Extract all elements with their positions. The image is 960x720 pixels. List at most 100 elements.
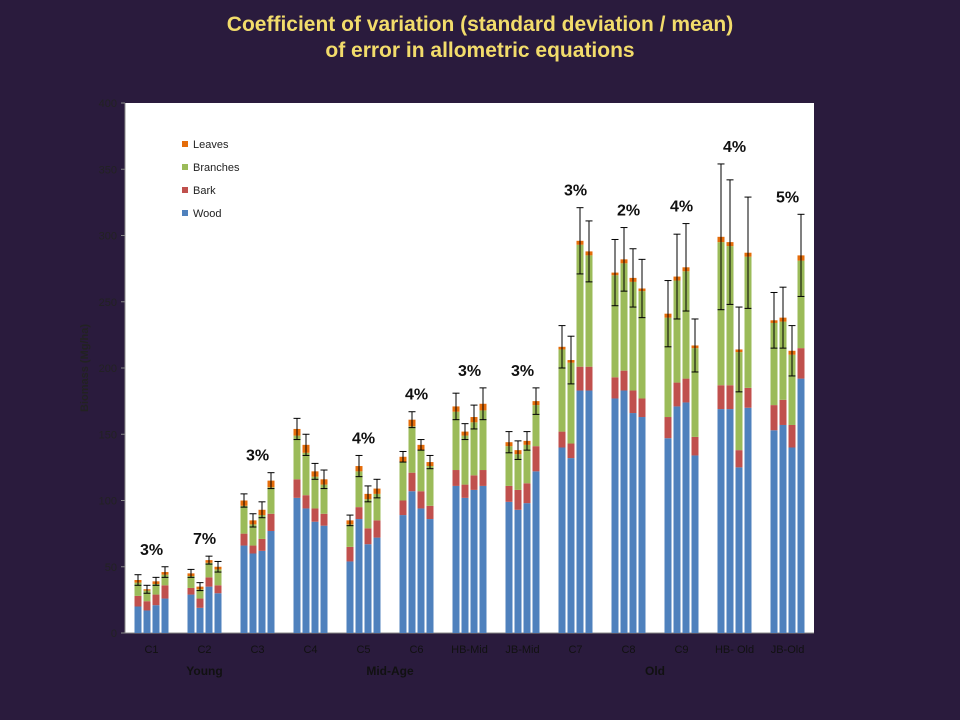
bar-segment-bark <box>770 405 778 431</box>
bar-segment-wood <box>214 593 222 633</box>
bar-segment-bark <box>143 601 151 611</box>
bar-segment-wood <box>205 586 213 633</box>
bar-segment-branches <box>505 446 513 486</box>
bar-segment-bark <box>205 577 213 587</box>
bar-segment-bark <box>585 366 593 391</box>
bar-segment-wood <box>726 409 734 633</box>
bar-segment-wood <box>744 407 752 633</box>
bar-segment-wood <box>426 519 434 633</box>
bar-segment-branches <box>399 462 407 501</box>
bar-segment-branches <box>134 582 142 596</box>
cv-annotation: 4% <box>352 430 375 447</box>
bar-segment-bark <box>373 520 381 538</box>
bar-segment-wood <box>558 447 566 633</box>
bar-segment-wood <box>355 519 363 633</box>
bar-segment-branches <box>302 452 310 496</box>
cv-annotation: 4% <box>670 199 693 216</box>
bar-segment-wood <box>532 471 540 633</box>
bar-segment-wood <box>373 537 381 633</box>
bar-segment-bark <box>187 587 195 595</box>
bar-segment-wood <box>302 508 310 633</box>
bar-segment-branches <box>717 242 725 386</box>
bar-segment-bark <box>408 472 416 492</box>
bar-segment-bark <box>567 443 575 459</box>
bar-segment-wood <box>161 598 169 633</box>
bar-segment-bark <box>629 390 637 414</box>
bar-segment-branches <box>258 515 266 539</box>
bar-segment-bark <box>417 491 425 509</box>
slide-title-line-1: Coefficient of variation (standard devia… <box>226 13 734 36</box>
bar-segment-branches <box>620 263 628 371</box>
bar-segment-wood <box>249 553 257 633</box>
bar-segment-branches <box>373 493 381 521</box>
x-tick-label: HB- Old <box>715 644 754 656</box>
bar-segment-branches <box>470 422 478 476</box>
x-tick-label: C6 <box>409 644 423 656</box>
x-category-label: Old <box>645 664 665 678</box>
bar-segment-branches <box>196 589 204 599</box>
x-tick-label: C5 <box>356 644 370 656</box>
legend-label: Leaves <box>193 139 229 151</box>
legend-label: Branches <box>193 162 240 174</box>
bar-segment-wood <box>399 515 407 633</box>
bar-segment-wood <box>311 521 319 633</box>
y-axis-title: Biomass (Mg/ha) <box>79 324 91 412</box>
bar-segment-branches <box>558 349 566 432</box>
bar-segment-bark <box>452 470 460 486</box>
bar-segment-branches <box>187 576 195 588</box>
bar-segment-branches <box>797 260 805 349</box>
cv-annotation: 3% <box>511 363 534 380</box>
bar-segment-bark <box>134 595 142 607</box>
bar-segment-bark <box>346 546 354 562</box>
bar-segment-bark <box>311 508 319 522</box>
bar-segment-bark <box>320 513 328 526</box>
bar-segment-wood <box>452 485 460 633</box>
bar-segment-branches <box>311 476 319 509</box>
bar-segment-branches <box>161 574 169 586</box>
bar-segment-wood <box>479 485 487 633</box>
legend-label: Wood <box>193 208 222 220</box>
bar-segment-wood <box>735 467 743 633</box>
bar-segment-branches <box>320 484 328 514</box>
legend-swatch <box>182 187 188 193</box>
bar-segment-bark <box>797 348 805 379</box>
bar-segment-branches <box>143 590 151 602</box>
cv-annotation: 3% <box>246 448 269 465</box>
bar-segment-wood <box>293 497 301 633</box>
bar-segment-wood <box>682 402 690 633</box>
bar-segment-branches <box>682 271 690 379</box>
x-tick-label: C9 <box>674 644 688 656</box>
bar-segment-wood <box>664 438 672 633</box>
bar-segment-wood <box>258 550 266 633</box>
x-tick-label: C3 <box>250 644 264 656</box>
bar-segment-wood <box>143 610 151 633</box>
bar-segment-branches <box>744 256 752 388</box>
bar-segment-bark <box>479 470 487 486</box>
bar-segment-branches <box>735 352 743 451</box>
bar-segment-branches <box>770 322 778 406</box>
bar-segment-bark <box>611 377 619 399</box>
bar-segment-bark <box>744 387 752 408</box>
bar-segment-bark <box>240 533 248 546</box>
bar-segment-bark <box>267 513 275 531</box>
bar-segment-branches <box>152 583 160 595</box>
legend-swatch <box>182 164 188 170</box>
cv-annotation: 3% <box>458 363 481 380</box>
bar-segment-branches <box>249 524 257 546</box>
bar-segment-branches <box>267 487 275 514</box>
bar-segment-branches <box>726 246 734 386</box>
bar-segment-wood <box>797 378 805 633</box>
bar-segment-wood <box>240 545 248 633</box>
legend-swatch <box>182 141 188 147</box>
cv-annotation: 4% <box>723 139 746 156</box>
bar-segment-wood <box>770 430 778 633</box>
bar-segment-branches <box>214 569 222 586</box>
cv-annotation: 4% <box>405 387 428 404</box>
bar-segment-bark <box>735 450 743 468</box>
bar-segment-wood <box>187 594 195 633</box>
bar-segment-bark <box>576 366 584 391</box>
bar-segment-wood <box>408 491 416 633</box>
bar-segment-wood <box>152 605 160 633</box>
bar-segment-branches <box>205 562 213 578</box>
x-tick-label: C2 <box>197 644 211 656</box>
